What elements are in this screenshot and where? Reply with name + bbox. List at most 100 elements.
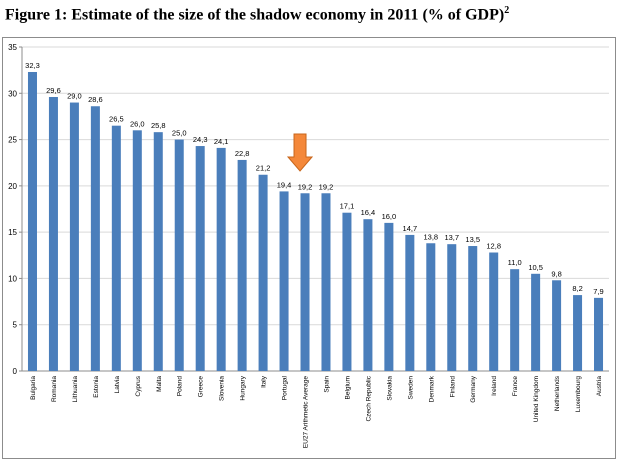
y-tick-label: 0 <box>13 367 18 376</box>
bar-belgium <box>342 212 352 371</box>
data-label: 24,1 <box>214 137 229 146</box>
bar-slovenia <box>216 147 226 371</box>
bar-bulgaria <box>27 71 37 371</box>
data-label: 14,7 <box>403 224 418 233</box>
data-label: 22,8 <box>235 149 250 158</box>
x-tick-label: Sweden <box>407 376 414 400</box>
data-label: 10,5 <box>528 263 543 272</box>
x-tick-label: Hungary <box>240 375 247 400</box>
data-label: 17,1 <box>340 202 355 211</box>
bar-latvia <box>111 125 121 371</box>
x-tick-label: Czech Republic <box>365 375 372 421</box>
x-tick-label: Belgium <box>344 376 351 399</box>
data-label: 11,0 <box>508 258 522 267</box>
bar-luxembourg <box>573 295 583 371</box>
bar-malta <box>153 132 163 371</box>
x-tick-label: Slovenia <box>219 376 226 401</box>
y-tick-label: 35 <box>8 43 17 52</box>
data-label: 25,8 <box>151 121 166 130</box>
x-tick-label: Estonia <box>93 376 100 398</box>
bar-italy <box>258 174 268 371</box>
x-tick-label: Greece <box>198 376 205 398</box>
title-footnote: 2 <box>504 5 510 16</box>
data-label: 13,8 <box>423 232 438 241</box>
data-label: 26,0 <box>130 119 145 128</box>
x-tick-label: Portugal <box>282 375 289 400</box>
bar-portugal <box>279 191 289 371</box>
annotations <box>286 133 314 172</box>
bar-slovakia <box>384 222 394 371</box>
data-label: 7,9 <box>593 287 603 296</box>
y-tick-label: 5 <box>13 321 18 330</box>
data-label: 26,5 <box>109 115 124 124</box>
x-tick-label: Slovakia <box>386 376 393 401</box>
x-tick-label: United Kingdom <box>533 376 540 422</box>
bar-germany <box>468 246 478 371</box>
data-label: 12,8 <box>486 242 501 251</box>
x-axis-labels: Bulgaria Romania Lithuania Estonia Latvia Cyp… <box>30 375 603 448</box>
x-tick-label: Lithuania <box>72 376 79 403</box>
y-tick-label: 25 <box>8 136 17 145</box>
bar-lithuania <box>69 102 79 372</box>
x-tick-label: Romania <box>51 376 58 402</box>
data-label: 24,3 <box>193 135 208 144</box>
x-tick-label: Finland <box>449 376 456 398</box>
bars <box>27 71 604 372</box>
x-tick-label: Malta <box>156 376 163 392</box>
data-label: 29,0 <box>67 92 82 101</box>
x-tick-label: EU27 Arithmetic Average <box>303 376 310 449</box>
data-label: 16,0 <box>382 212 397 221</box>
y-tick-label: 15 <box>8 228 17 237</box>
data-label: 28,6 <box>88 95 103 104</box>
bar-austria <box>594 297 604 371</box>
down-arrow-icon <box>286 133 314 172</box>
data-label: 32,3 <box>25 61 40 70</box>
x-tick-label: Germany <box>470 375 477 402</box>
data-label: 8,2 <box>572 284 582 293</box>
data-label: 19,4 <box>277 180 292 189</box>
bar-spain <box>321 193 331 371</box>
bar-finland <box>447 244 457 371</box>
bar-denmark <box>426 243 436 371</box>
x-tick-label: Austria <box>596 376 603 397</box>
x-tick-label: Cyprus <box>135 375 142 396</box>
y-tick-label: 20 <box>8 182 17 191</box>
data-label: 13,5 <box>465 235 480 244</box>
y-tick-label: 30 <box>8 89 17 98</box>
x-tick-label: Spain <box>323 376 330 393</box>
x-tick-label: Bulgaria <box>30 376 37 400</box>
bar-hungary <box>237 159 247 371</box>
data-label: 13,7 <box>444 233 459 242</box>
gridlines <box>22 46 609 372</box>
x-tick-label: France <box>512 376 519 397</box>
bar-cyprus <box>132 130 142 371</box>
bar-netherlands <box>552 280 562 371</box>
data-labels: 32,3 29,6 29,0 28,6 26,5 26,0 25,8 25,0 24,3 24,1… <box>25 61 604 296</box>
bar-romania <box>48 96 58 371</box>
bar-france <box>510 269 520 371</box>
bar-ireland <box>489 252 499 371</box>
x-tick-label: Italy <box>261 375 268 388</box>
bar-czech-republic <box>363 219 373 371</box>
y-tick-label: 10 <box>8 274 17 283</box>
bar-sweden <box>405 234 415 371</box>
data-label: 16,4 <box>361 208 376 217</box>
data-label: 9,8 <box>551 269 561 278</box>
bar-poland <box>174 139 184 371</box>
x-tick-label: Latvia <box>114 376 121 394</box>
data-label: 19,2 <box>298 182 313 191</box>
x-tick-label: Luxembourg <box>575 376 582 413</box>
data-label: 19,2 <box>319 182 334 191</box>
bar-united-kingdom <box>531 273 541 371</box>
bar-estonia <box>90 106 100 371</box>
bar-greece <box>195 146 205 371</box>
data-label: 29,6 <box>46 86 61 95</box>
x-tick-label: Ireland <box>491 376 498 396</box>
data-label: 21,2 <box>256 164 271 173</box>
x-tick-label: Poland <box>177 376 184 397</box>
figure-title: Figure 1: Estimate of the size of the sh… <box>5 5 509 24</box>
figure-title-text: Figure 1: Estimate of the size of the sh… <box>5 6 505 24</box>
x-tick-label: Denmark <box>428 375 435 402</box>
bar-eu27-arithmetic-average <box>300 193 310 371</box>
